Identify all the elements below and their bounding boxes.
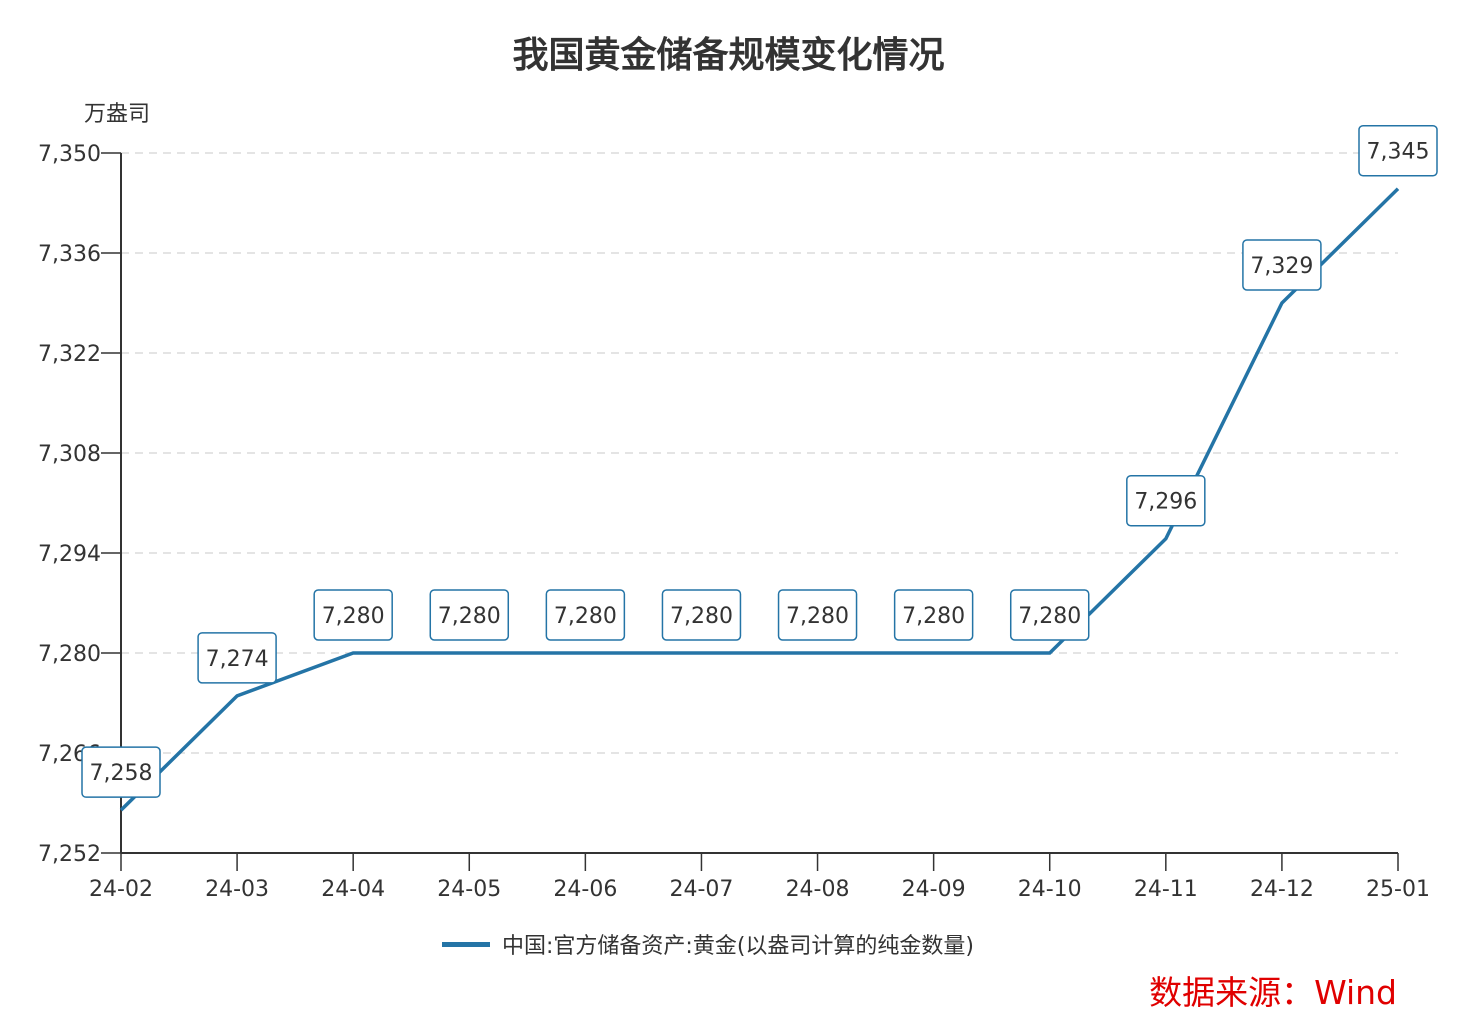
x-tick-label: 24-12 [1250,877,1314,902]
x-tick-label: 25-01 [1366,877,1430,902]
y-tick-label: 7,336 [38,242,101,267]
data-source: 数据来源：Wind [1149,973,1397,1012]
data-label: 7,280 [438,604,501,629]
data-label: 7,280 [786,604,849,629]
x-tick-label: 24-06 [553,877,617,902]
legend[interactable]: 中国:官方储备资产:黄金(以盎司计算的纯金数量) [442,928,974,960]
y-tick-label: 7,280 [38,642,101,667]
data-label-box [777,589,858,641]
x-tick-label: 24-04 [321,877,385,902]
legend-swatch [442,941,490,947]
data-label: 7,296 [1134,490,1197,515]
data-label: 7,280 [322,604,385,629]
data-label-box [545,589,626,641]
data-label: 7,345 [1367,140,1430,165]
y-tick-label: 7,308 [38,442,101,467]
data-label-box [1009,589,1090,641]
data-label-box [81,746,161,798]
y-tick-label: 7,252 [38,842,101,867]
data-label-box [197,632,277,684]
data-label: 7,274 [206,647,269,672]
x-tick-label: 24-07 [669,877,733,902]
x-tick-label: 24-08 [786,877,850,902]
data-label: 7,280 [902,604,965,629]
data-label: 7,280 [1018,604,1081,629]
x-tick-label: 24-03 [205,877,269,902]
y-tick-label: 7,294 [38,542,101,567]
data-label-box [429,589,510,641]
x-tick-label: 24-09 [902,877,966,902]
data-label-box [313,589,393,641]
x-tick-label: 24-10 [1018,877,1082,902]
x-tick-label: 24-11 [1134,877,1198,902]
data-label-box [893,589,974,641]
y-axis-unit: 万盎司 [84,102,151,127]
data-label-box [1126,474,1206,527]
legend-label: 中国:官方储备资产:黄金(以盎司计算的纯金数量) [502,934,974,959]
data-label: 7,280 [554,604,617,629]
data-label: 7,258 [90,761,153,786]
y-tick-label: 7,322 [38,342,101,367]
x-tick-label: 24-05 [437,877,501,902]
chart-title: 我国黄金储备规模变化情况 [512,35,945,76]
data-label: 7,280 [670,604,733,629]
data-label-box [661,589,742,641]
data-label: 7,329 [1250,254,1313,279]
data-label-box [1242,239,1322,291]
data-label-box [1358,124,1438,177]
series-line [119,187,1400,812]
y-tick-label: 7,350 [38,142,101,167]
x-tick-label: 24-02 [89,877,153,902]
